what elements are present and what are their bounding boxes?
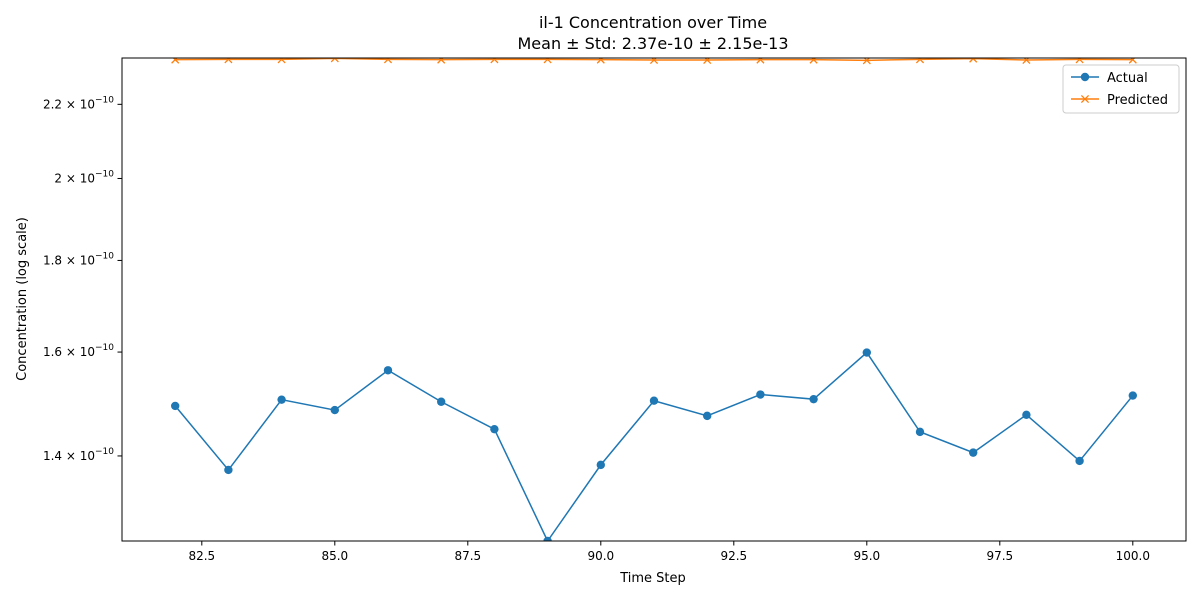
y-axis-label: Concentration (log scale): [15, 217, 30, 381]
plot-area: 82.5 85.0 87.5 90.0 92.5 95.0 97.5 100.0 1.4 × 1…: [43, 57, 1187, 563]
legend-label: Actual: [1107, 71, 1148, 86]
data-point: [1128, 391, 1138, 400]
data-point: [383, 58, 393, 64]
data-point: [703, 58, 712, 65]
data-point: [756, 58, 765, 64]
data-point: [596, 58, 605, 64]
y-tick-label: 1.6 × 10−10: [43, 343, 114, 359]
legend-marker: [1080, 72, 1090, 82]
data-point: [1075, 58, 1084, 64]
data-point: [1128, 58, 1137, 64]
data-point: [1075, 456, 1084, 466]
legend-entry: Predicted: [1071, 93, 1168, 108]
x-tick-label: 100.0: [1116, 549, 1150, 563]
x-tick-label: 95.0: [853, 549, 880, 563]
data-point: [490, 58, 499, 64]
data-point: [1022, 410, 1031, 420]
x-tick-label: 92.5: [720, 549, 747, 563]
data-point: [437, 58, 446, 64]
x-tick-label: 85.0: [321, 549, 348, 563]
series-actual: [171, 348, 1138, 541]
y-tick-label: 2.2 × 10−10: [43, 95, 114, 111]
data-point: [543, 58, 552, 64]
data-point: [490, 424, 499, 434]
data-point: [809, 58, 818, 64]
data-point: [649, 58, 659, 65]
legend-marker: [1080, 94, 1090, 104]
data-point: [915, 427, 925, 437]
data-point: [277, 395, 286, 404]
x-tick-label: 82.5: [188, 549, 215, 563]
data-point: [649, 396, 659, 405]
data-point: [596, 460, 605, 470]
axes-frame: [121, 57, 1187, 542]
x-tick-label: 87.5: [454, 549, 481, 563]
legend: Actual Predicted: [1062, 64, 1180, 114]
chart-title: il-1 Concentration over Time: [539, 13, 767, 32]
data-point: [383, 366, 393, 375]
data-point: [224, 58, 233, 64]
data-point: [437, 397, 446, 406]
data-point: [969, 58, 978, 63]
data-point: [224, 465, 233, 475]
data-point: [969, 448, 978, 457]
x-tick-label: 97.5: [986, 549, 1013, 563]
data-point: [543, 536, 552, 541]
data-point: [862, 348, 871, 357]
series-line-actual: [174, 351, 1134, 541]
series-predicted: [171, 58, 1137, 65]
data-point: [756, 390, 765, 399]
data-point: [330, 405, 339, 415]
y-tick-label: 2 × 10−10: [54, 169, 114, 185]
data-point: [703, 411, 712, 421]
y-tick-label: 1.4 × 10−10: [43, 447, 114, 463]
data-point: [809, 394, 818, 404]
x-tick-label: 90.0: [587, 549, 614, 563]
data-point: [862, 58, 871, 65]
x-axis-label: Time Step: [619, 571, 686, 586]
legend-label: Predicted: [1107, 93, 1168, 108]
data-point: [171, 58, 180, 64]
data-point: [277, 58, 286, 64]
data-point: [915, 58, 925, 64]
legend-entry: Actual: [1071, 71, 1148, 86]
chart-subtitle: Mean ± Std: 2.37e-10 ± 2.15e-13: [517, 34, 788, 53]
y-tick-label: 1.8 × 10−10: [43, 251, 114, 267]
data-point: [1022, 58, 1031, 65]
data-point: [171, 401, 180, 411]
